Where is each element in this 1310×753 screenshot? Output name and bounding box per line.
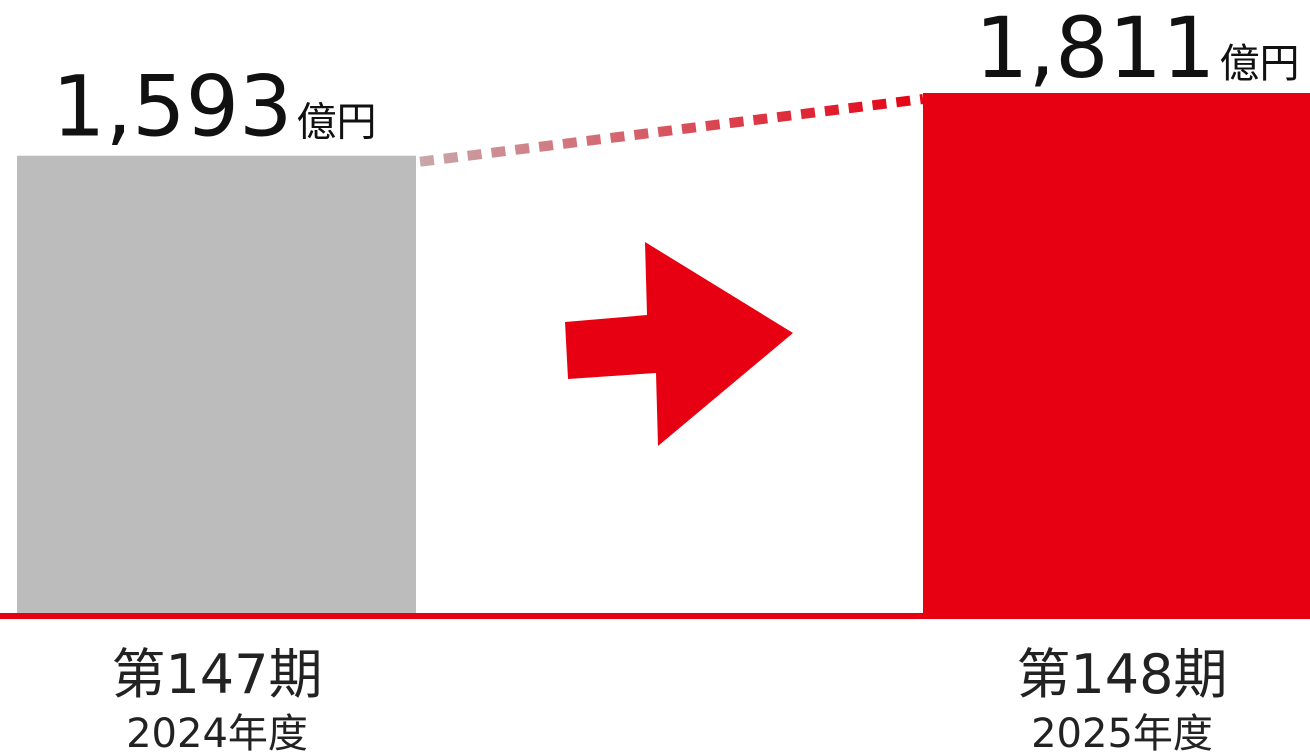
value-label-2025: 1,811 億円 <box>975 0 1299 97</box>
value-unit: 億円 <box>296 100 376 146</box>
value-number: 1,593 <box>52 58 292 156</box>
arrow-right-icon <box>565 242 793 446</box>
bar-2024 <box>17 155 416 614</box>
value-number: 1,811 <box>975 0 1215 97</box>
category-period-147: 第147期 <box>111 643 322 706</box>
value-label-2024: 1,593 億円 <box>52 58 376 156</box>
category-year-2024: 2024年度 <box>126 711 308 753</box>
category-year-2025: 2025年度 <box>1031 711 1213 753</box>
dashed-connector <box>419 94 924 167</box>
value-unit: 億円 <box>1219 41 1299 87</box>
bar-2025 <box>923 93 1310 614</box>
category-period-148: 第148期 <box>1016 643 1227 706</box>
